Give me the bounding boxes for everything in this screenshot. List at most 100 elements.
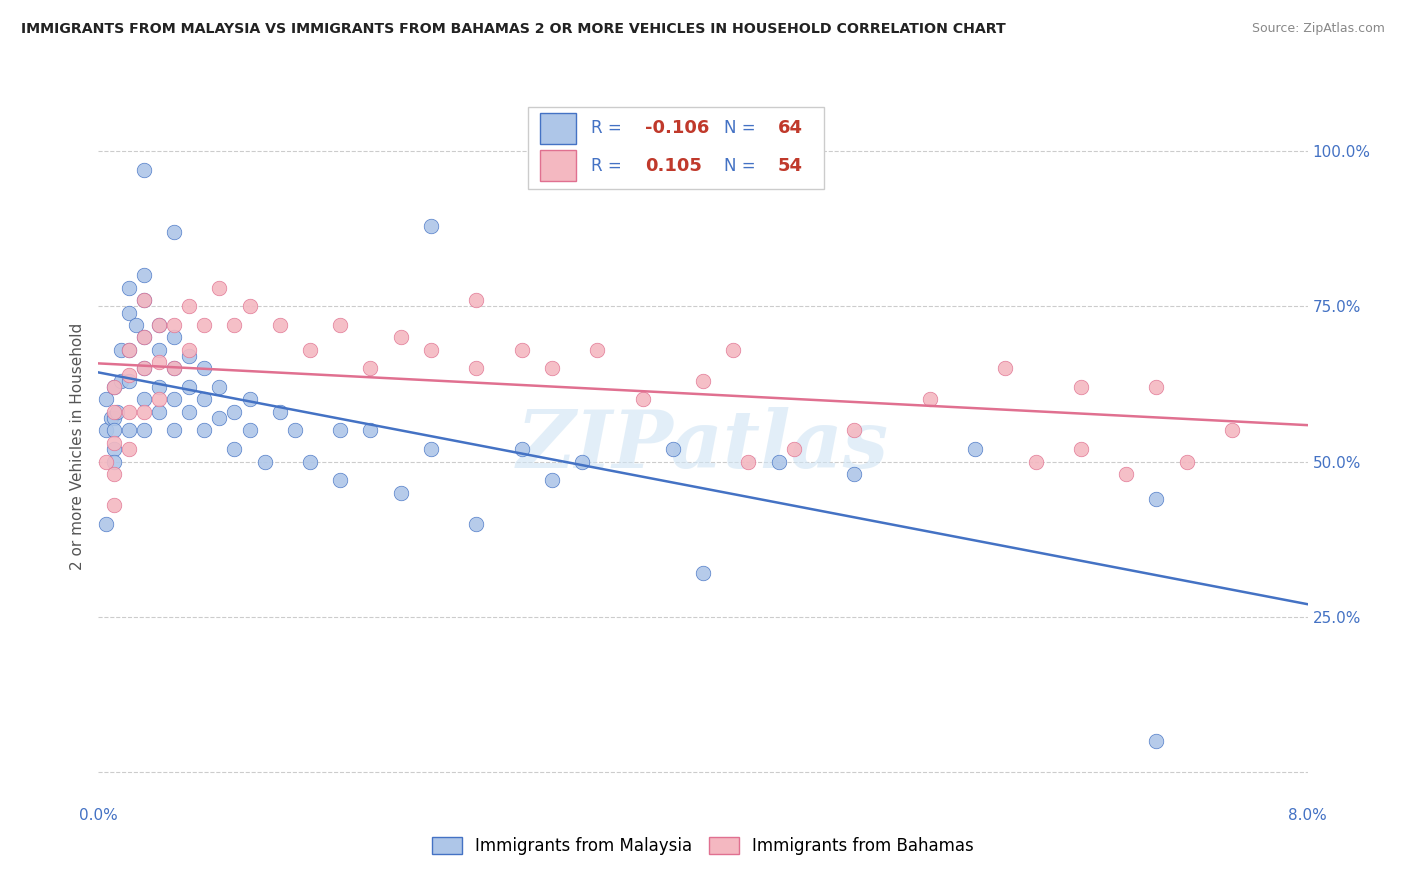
Point xyxy=(510,442,533,456)
Point xyxy=(132,405,155,419)
Point xyxy=(163,361,186,376)
Point xyxy=(208,281,231,295)
Point xyxy=(132,424,155,438)
Point xyxy=(420,219,443,233)
Point xyxy=(132,361,155,376)
Point xyxy=(253,454,276,468)
Point xyxy=(103,405,125,419)
Point xyxy=(193,424,215,438)
Point xyxy=(269,318,291,332)
Point xyxy=(193,361,215,376)
Point xyxy=(179,405,201,419)
Point xyxy=(783,442,806,456)
Point xyxy=(103,454,125,468)
Point xyxy=(132,268,155,283)
Point xyxy=(239,424,262,438)
Point xyxy=(389,485,412,500)
Point xyxy=(94,424,117,438)
Text: R =: R = xyxy=(591,157,631,175)
Point xyxy=(148,355,170,369)
Point xyxy=(132,361,155,376)
Point xyxy=(118,343,141,357)
Point xyxy=(1146,733,1168,747)
Point xyxy=(239,299,262,313)
Point xyxy=(571,454,593,468)
Point xyxy=(389,330,412,344)
Point xyxy=(329,473,352,487)
Point xyxy=(103,380,125,394)
Point xyxy=(844,467,866,481)
Text: 0.105: 0.105 xyxy=(645,157,702,175)
Point xyxy=(103,442,125,456)
Point xyxy=(148,318,170,332)
Point xyxy=(100,411,122,425)
Point xyxy=(208,380,231,394)
Text: N =: N = xyxy=(724,120,761,137)
Point xyxy=(110,343,132,357)
Point xyxy=(163,225,186,239)
Point xyxy=(179,380,201,394)
Point xyxy=(132,162,155,177)
Point xyxy=(148,318,170,332)
Point xyxy=(329,318,352,332)
Point xyxy=(132,392,155,407)
Point xyxy=(193,392,215,407)
Point xyxy=(1220,424,1243,438)
Point xyxy=(163,318,186,332)
Point xyxy=(224,318,246,332)
Point xyxy=(299,454,322,468)
Point xyxy=(118,442,141,456)
Text: R =: R = xyxy=(591,120,627,137)
Point xyxy=(844,424,866,438)
Y-axis label: 2 or more Vehicles in Household: 2 or more Vehicles in Household xyxy=(70,322,86,570)
Point xyxy=(1070,380,1092,394)
Point xyxy=(103,411,125,425)
Point xyxy=(118,374,141,388)
Point xyxy=(465,516,488,531)
Point xyxy=(420,343,443,357)
Point xyxy=(692,566,714,581)
Point xyxy=(269,405,291,419)
Text: 64: 64 xyxy=(778,120,803,137)
Point xyxy=(918,392,941,407)
Point xyxy=(179,299,201,313)
Point xyxy=(329,424,352,438)
Point xyxy=(118,343,141,357)
Point xyxy=(132,330,155,344)
Point xyxy=(1146,491,1168,506)
Point xyxy=(163,361,186,376)
Point xyxy=(103,380,125,394)
Point xyxy=(148,392,170,407)
Point xyxy=(118,305,141,319)
Point xyxy=(148,405,170,419)
Legend: Immigrants from Malaysia, Immigrants from Bahamas: Immigrants from Malaysia, Immigrants fro… xyxy=(432,837,974,855)
Point xyxy=(118,424,141,438)
Point xyxy=(118,281,141,295)
Point xyxy=(224,405,246,419)
Point xyxy=(299,343,322,357)
Point xyxy=(994,361,1017,376)
Point xyxy=(465,361,488,376)
Point xyxy=(737,454,759,468)
Point xyxy=(179,349,201,363)
Point xyxy=(118,368,141,382)
Point xyxy=(105,405,128,419)
Point xyxy=(360,361,382,376)
Point xyxy=(103,424,125,438)
Point xyxy=(132,330,155,344)
Point xyxy=(965,442,987,456)
FancyBboxPatch shape xyxy=(540,112,576,145)
Point xyxy=(103,436,125,450)
Point xyxy=(1115,467,1137,481)
Point xyxy=(94,516,117,531)
Point xyxy=(1025,454,1047,468)
Point xyxy=(1146,380,1168,394)
Text: Source: ZipAtlas.com: Source: ZipAtlas.com xyxy=(1251,22,1385,36)
Point xyxy=(103,467,125,481)
FancyBboxPatch shape xyxy=(540,150,576,181)
Text: N =: N = xyxy=(724,157,761,175)
Point xyxy=(163,424,186,438)
Point xyxy=(768,454,790,468)
Point xyxy=(193,318,215,332)
Point xyxy=(125,318,148,332)
